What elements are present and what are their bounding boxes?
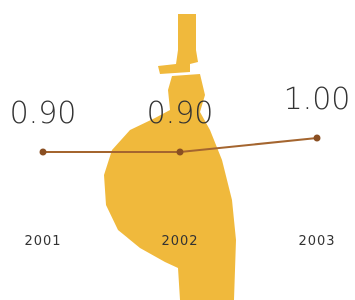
chart: 0.90 2001 0.90 2002 1.00 2003 (0, 0, 355, 300)
value-label: 1.00 (284, 82, 351, 117)
value-label: 0.90 (147, 96, 214, 131)
point (314, 135, 321, 142)
x-tick-label: 2001 (24, 234, 61, 249)
x-tick-label: 2003 (298, 234, 335, 249)
background-figure (104, 14, 236, 300)
value-label: 0.90 (10, 96, 77, 131)
point (177, 149, 184, 156)
x-tick-label: 2002 (161, 234, 198, 249)
point (40, 149, 47, 156)
